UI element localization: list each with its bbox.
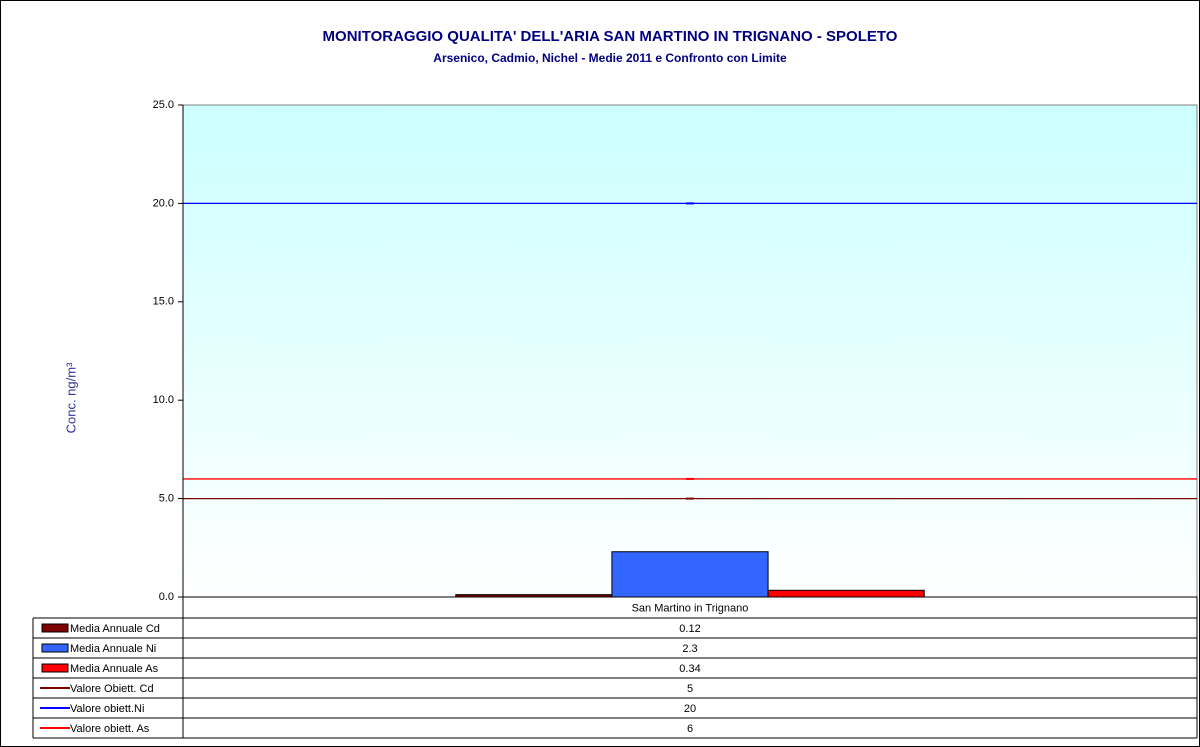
legend-label: Valore obiett.Ni (70, 703, 144, 715)
legend-label: Valore obiett. As (70, 723, 150, 735)
bar (611, 551, 769, 598)
table-value: 20 (684, 703, 696, 715)
legend-label: Media Annuale As (70, 663, 159, 675)
table-value: 0.12 (679, 623, 700, 635)
legend-label: Media Annuale Ni (70, 643, 156, 655)
legend-swatch (41, 663, 69, 673)
y-tick-label: 0.0 (159, 591, 174, 603)
chart-subtitle: Arsenico, Cadmio, Nichel - Medie 2011 e … (433, 51, 787, 65)
table-value: 2.3 (682, 643, 697, 655)
x-tick-label: San Martino in Trignano (632, 602, 749, 614)
table-value: 0.34 (679, 663, 700, 675)
bar (767, 589, 925, 598)
y-tick-label: 25.0 (153, 99, 174, 111)
plot-area (182, 104, 1198, 598)
legend-label: Valore Obiett. Cd (70, 683, 154, 695)
legend-swatch (41, 623, 69, 633)
legend-swatch (41, 643, 69, 653)
y-tick-label: 5.0 (159, 493, 174, 505)
table-value: 5 (687, 683, 693, 695)
legend-label: Media Annuale Cd (70, 623, 160, 635)
y-tick-label: 15.0 (153, 296, 174, 308)
y-tick-label: 10.0 (153, 394, 174, 406)
chart-title: MONITORAGGIO QUALITA' DELL'ARIA SAN MART… (323, 28, 898, 45)
y-tick-label: 20.0 (153, 197, 174, 209)
y-axis-label: Conc. ng/m³ (63, 362, 78, 433)
table-value: 6 (687, 723, 693, 735)
